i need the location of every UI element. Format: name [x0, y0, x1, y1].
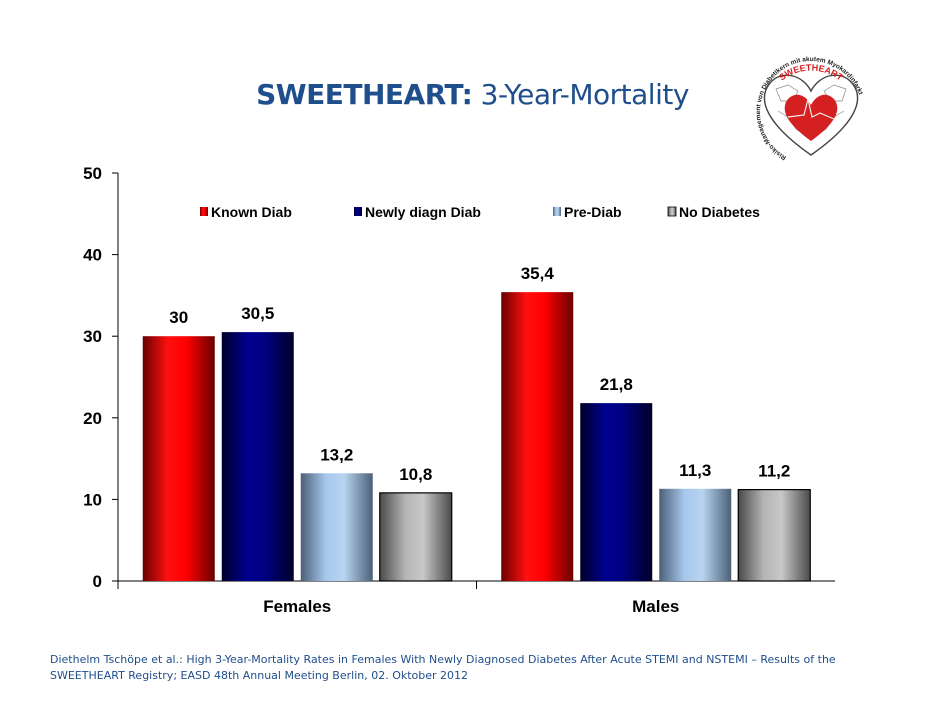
y-tick-label: 50 — [83, 164, 102, 183]
data-label: 30,5 — [241, 304, 274, 323]
y-tick-label: 30 — [83, 327, 102, 346]
y-tick-label: 20 — [83, 409, 102, 428]
bar-no-diabetes-females — [379, 492, 453, 582]
legend-swatch — [200, 207, 208, 216]
slide-title-rest: 3-Year-Mortality — [472, 78, 690, 111]
y-tick-label: 40 — [83, 246, 102, 265]
data-label: 13,2 — [320, 445, 353, 464]
legend-label: No Diabetes — [679, 204, 760, 220]
data-label: 10,8 — [399, 465, 432, 484]
slide-title-bold: SWEETHEART: — [256, 78, 473, 111]
bar-pre-diab-males — [659, 488, 732, 581]
legend-label: Known Diab — [211, 204, 292, 220]
citation-line-2: SWEETHEART Registry; EASD 48th Annual Me… — [50, 669, 469, 682]
bar-no-diabetes-males — [737, 489, 811, 582]
citation-line-1: Diethelm Tschöpe et al.: High 3-Year-Mor… — [50, 653, 836, 666]
legend-swatch — [667, 206, 677, 217]
data-label: 35,4 — [521, 264, 555, 283]
x-category-label: Males — [632, 597, 679, 616]
x-axis: Females Males — [118, 580, 835, 616]
bar-pre-diab-females — [300, 473, 373, 581]
x-category-label: Females — [263, 597, 331, 616]
bar-newly-diagn-diab-males — [580, 403, 653, 581]
legend: Known Diab Newly diagn Diab Pre-Diab No Dia… — [200, 204, 760, 220]
data-label: 11,3 — [679, 461, 711, 480]
data-label: 30 — [169, 308, 188, 327]
sweetheart-heart-logo-icon: SWEETHEART Risiko-Management von Diabeti… — [755, 56, 865, 166]
y-tick-label: 10 — [83, 490, 102, 509]
bar-newly-diagn-diab-females — [221, 332, 294, 581]
y-axis: 0 10 20 30 40 50 — [83, 164, 119, 591]
citation-footer: Diethelm Tschöpe et al.: High 3-Year-Mor… — [50, 652, 930, 684]
bar-known-diab-males — [501, 292, 574, 581]
legend-label: Pre-Diab — [564, 204, 622, 220]
legend-swatch — [553, 207, 561, 216]
legend-swatch — [354, 207, 362, 216]
slide-title: SWEETHEART: 3-Year-Mortality — [0, 78, 945, 111]
data-label: 11,2 — [758, 462, 790, 481]
bar-known-diab-females — [142, 336, 215, 581]
data-label: 21,8 — [600, 375, 633, 394]
y-tick-label: 0 — [93, 572, 102, 591]
bars: 30 30,5 13,2 10,8 35,4 21,8 11,3 11,2 — [142, 264, 811, 582]
legend-label: Newly diagn Diab — [365, 204, 481, 220]
